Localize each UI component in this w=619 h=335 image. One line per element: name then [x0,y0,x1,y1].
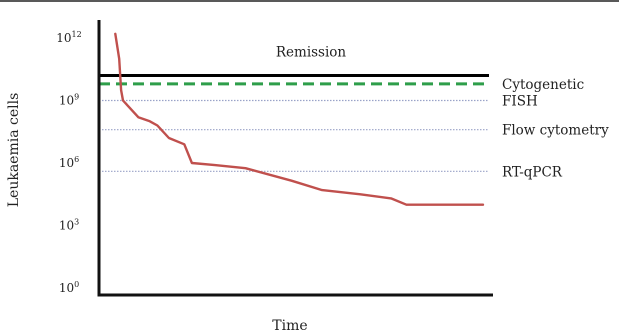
y-tick-label: 109 [59,93,79,108]
threshold-label-cytogenetic: Cytogenetic [502,77,584,93]
y-tick-exponent: 3 [74,218,79,227]
y-tick-base: 10 [59,281,74,295]
y-tick-exponent: 12 [72,30,82,39]
x-axis-title: Time [272,318,307,334]
y-tick-base: 10 [59,156,74,170]
y-tick-exponent: 9 [74,93,79,102]
y-tick-base: 10 [59,94,74,108]
series-layer [114,32,485,206]
y-axis-title: Leukaemia cells [6,93,22,208]
y-tick-label: 1012 [56,30,81,45]
series-line-0 [114,32,485,206]
y-tick-label: 106 [59,155,79,170]
threshold-label-rt-qpcr: RT-qPCR [502,164,563,180]
y-tick-exponent: 6 [74,155,79,164]
y-tick-base: 10 [59,219,74,233]
y-tick-base: 10 [56,31,71,45]
y-tick-exponent: 0 [74,280,79,289]
y-tick-label: 100 [59,280,79,295]
axes-layer [97,20,493,297]
threshold-label-flow-cytometry: Flow cytometry [502,123,609,139]
threshold-label-fish: FISH [502,94,538,110]
threshold-label-remission: Remission [276,45,347,61]
y-tick-label: 103 [59,218,79,233]
